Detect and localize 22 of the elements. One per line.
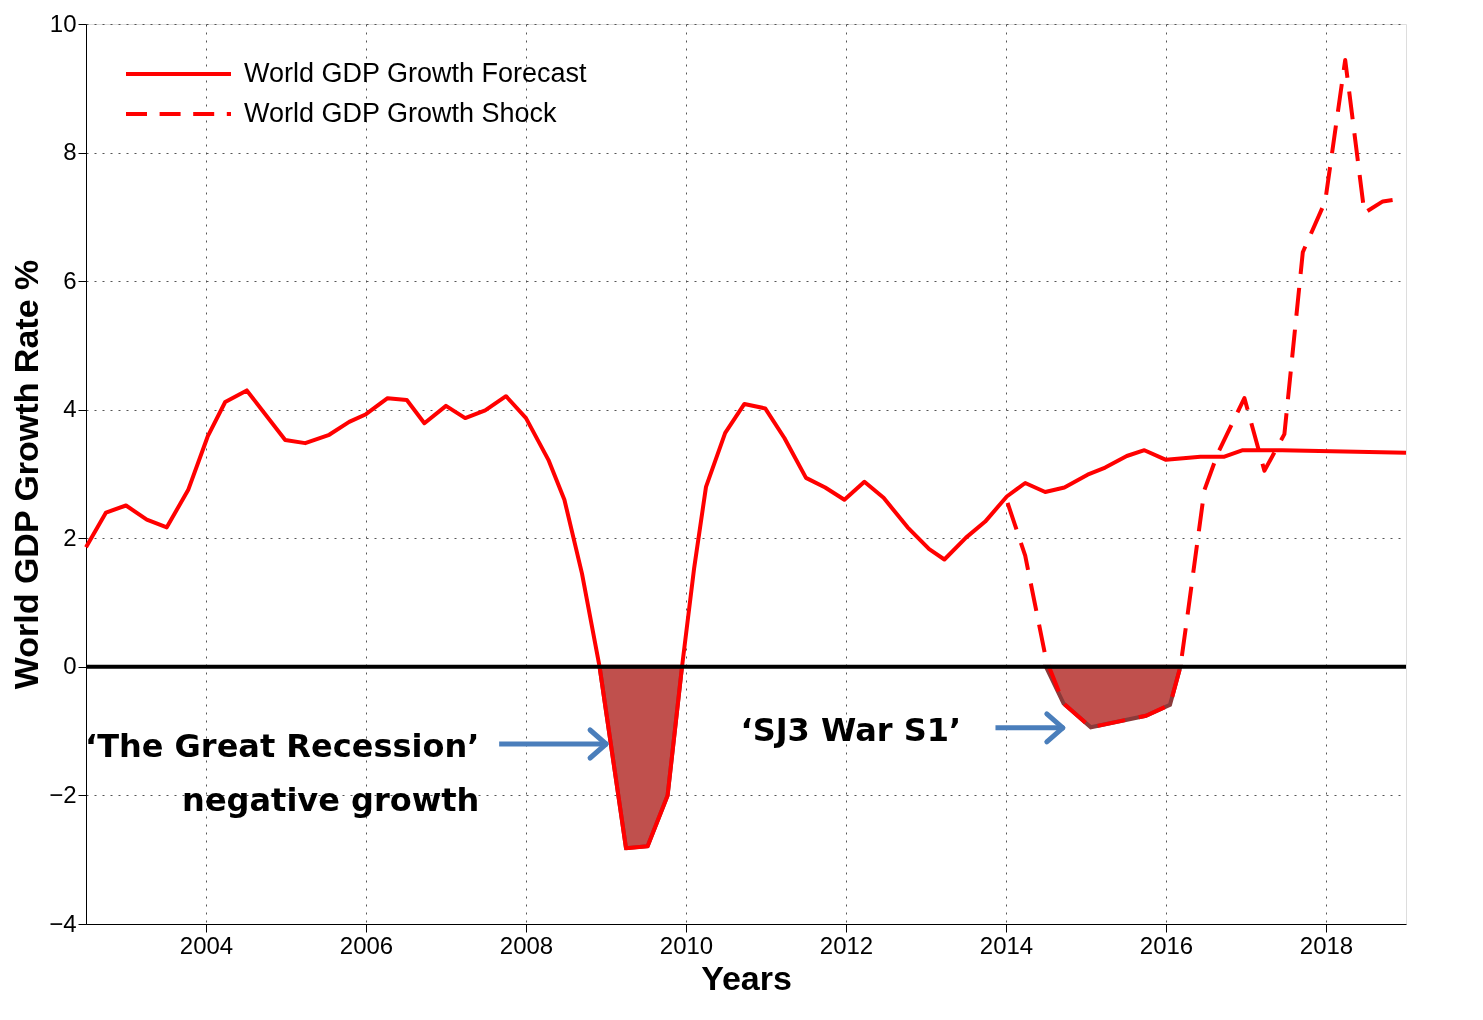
legend-label: World GDP Growth Shock: [244, 98, 558, 128]
annotation: ‘The Great Recession’ negative growth: [84, 727, 480, 819]
y-tick-label: 0: [63, 652, 77, 680]
y-tick-label: 4: [63, 395, 77, 423]
annotation: ‘SJ3 War S1’: [740, 710, 962, 749]
y-tick-label: 10: [49, 9, 77, 37]
legend-label: World GDP Growth Forecast: [244, 58, 588, 88]
y-tick-label: 8: [63, 138, 77, 166]
x-tick-label: 2004: [179, 931, 234, 959]
x-axis-title: Years: [701, 958, 792, 997]
y-axis-title: World GDP Growth Rate %: [7, 259, 46, 690]
x-tick-label: 2006: [339, 931, 394, 959]
y-tick-label: −4: [49, 909, 77, 937]
y-tick-label: 6: [63, 266, 77, 294]
x-tick-label: 2010: [659, 931, 714, 959]
x-tick-label: 2014: [979, 931, 1034, 959]
y-tick-label: −2: [49, 780, 77, 808]
x-tick-label: 2008: [499, 931, 554, 959]
x-tick-label: 2012: [819, 931, 874, 959]
x-tick-label: 2018: [1299, 931, 1354, 959]
y-tick-label: 2: [63, 523, 77, 551]
x-tick-label: 2016: [1139, 931, 1194, 959]
